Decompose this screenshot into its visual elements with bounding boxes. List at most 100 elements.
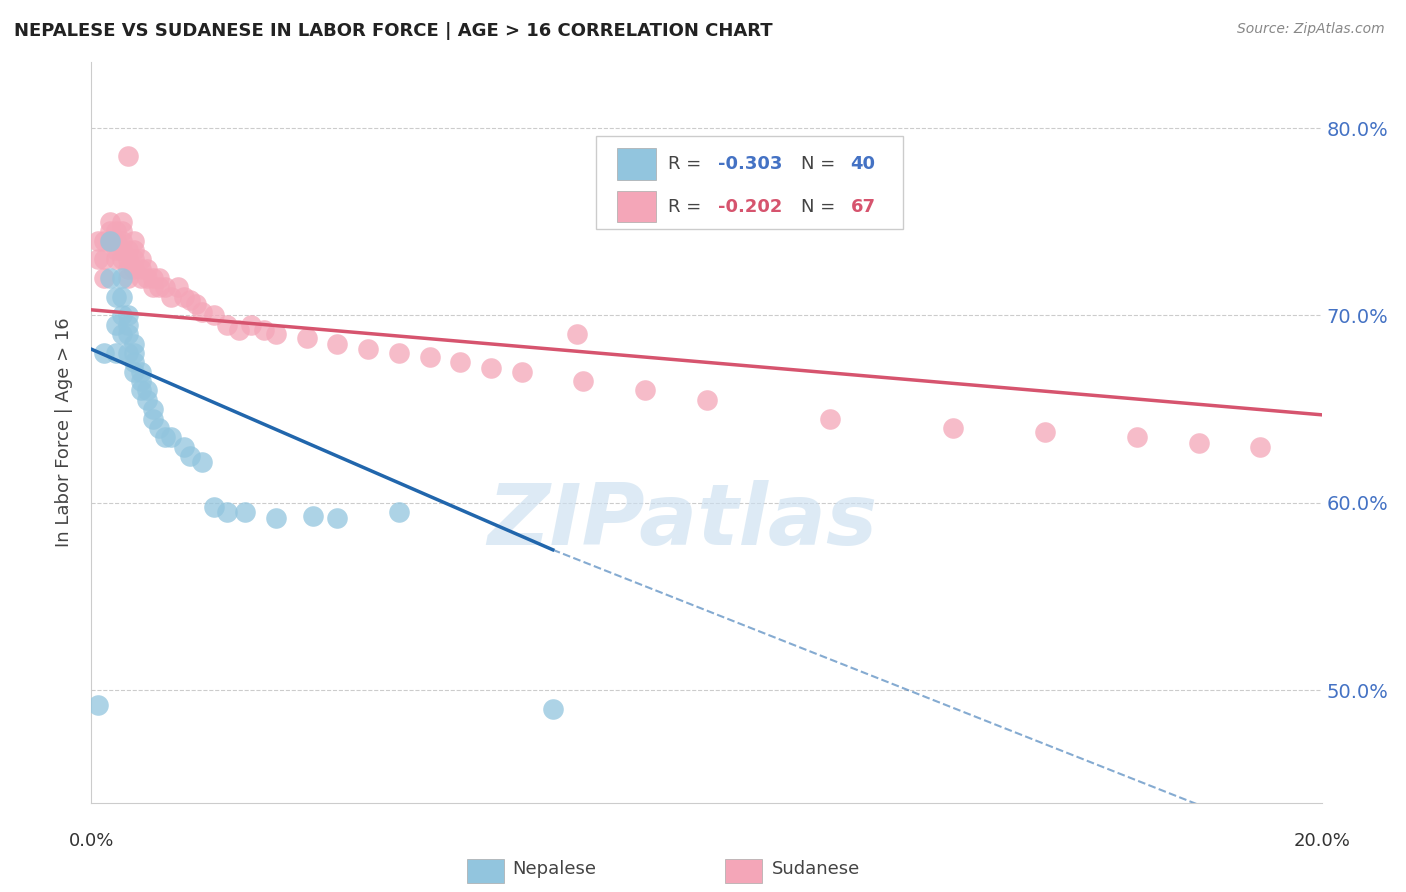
Point	[124, 261, 146, 276]
Point	[142, 280, 165, 294]
Point	[449, 355, 471, 369]
Point	[93, 346, 115, 360]
FancyBboxPatch shape	[596, 136, 903, 229]
FancyBboxPatch shape	[725, 859, 762, 883]
Point	[160, 290, 183, 304]
Point	[215, 318, 238, 332]
Point	[93, 252, 115, 267]
Point	[173, 440, 195, 454]
Point	[1249, 440, 1271, 454]
Point	[942, 421, 965, 435]
Point	[111, 224, 134, 238]
Point	[696, 392, 718, 407]
Point	[191, 455, 214, 469]
Text: R =: R =	[668, 198, 707, 216]
Point	[1126, 430, 1149, 444]
Point	[572, 374, 595, 388]
Point	[215, 505, 238, 519]
Point	[142, 402, 165, 417]
Text: -0.202: -0.202	[717, 198, 782, 216]
Point	[240, 318, 263, 332]
Point	[264, 327, 287, 342]
Point	[510, 365, 533, 379]
Text: N =: N =	[801, 198, 841, 216]
Text: R =: R =	[668, 155, 707, 173]
Point	[105, 234, 127, 248]
Point	[202, 500, 225, 514]
Point	[135, 384, 157, 398]
Point	[326, 511, 349, 525]
Point	[388, 346, 411, 360]
Text: 67: 67	[851, 198, 876, 216]
FancyBboxPatch shape	[617, 148, 657, 179]
Text: -0.303: -0.303	[717, 155, 782, 173]
Point	[117, 149, 139, 163]
Point	[111, 309, 134, 323]
Point	[129, 261, 152, 276]
Point	[191, 304, 214, 318]
Point	[98, 224, 121, 238]
Point	[93, 271, 115, 285]
Point	[98, 234, 121, 248]
Text: N =: N =	[801, 155, 841, 173]
Point	[111, 327, 134, 342]
Point	[264, 511, 287, 525]
Point	[129, 365, 152, 379]
Point	[111, 243, 134, 257]
Point	[98, 234, 121, 248]
Point	[567, 327, 589, 342]
Point	[105, 290, 127, 304]
Point	[1187, 436, 1209, 450]
Point	[124, 336, 146, 351]
Point	[179, 293, 201, 308]
Point	[388, 505, 411, 519]
Point	[326, 336, 349, 351]
Text: Nepalese: Nepalese	[512, 861, 596, 879]
Point	[111, 215, 134, 229]
Point	[124, 234, 146, 248]
Point	[179, 449, 201, 463]
Y-axis label: In Labor Force | Age > 16: In Labor Force | Age > 16	[55, 318, 73, 548]
Point	[142, 271, 165, 285]
Point	[153, 280, 177, 294]
Point	[301, 509, 323, 524]
FancyBboxPatch shape	[617, 191, 657, 222]
Point	[117, 318, 139, 332]
Point	[148, 280, 170, 294]
Point	[634, 384, 657, 398]
Point	[135, 261, 157, 276]
Point	[111, 290, 134, 304]
Point	[253, 323, 276, 337]
Point	[105, 346, 127, 360]
Point	[111, 252, 134, 267]
Point	[1033, 425, 1056, 439]
Point	[173, 290, 195, 304]
Point	[105, 243, 127, 257]
Point	[129, 374, 152, 388]
Point	[98, 215, 121, 229]
Point	[129, 271, 152, 285]
Point	[135, 271, 157, 285]
Point	[295, 331, 318, 345]
Text: 20.0%: 20.0%	[1294, 832, 1350, 850]
Point	[86, 698, 108, 713]
Point	[129, 252, 152, 267]
Point	[184, 297, 207, 311]
Point	[202, 309, 225, 323]
Point	[105, 252, 127, 267]
Point	[117, 252, 139, 267]
Point	[818, 411, 841, 425]
Point	[111, 271, 134, 285]
Text: 40: 40	[851, 155, 876, 173]
Text: NEPALESE VS SUDANESE IN LABOR FORCE | AGE > 16 CORRELATION CHART: NEPALESE VS SUDANESE IN LABOR FORCE | AG…	[14, 22, 773, 40]
Point	[135, 392, 157, 407]
Text: Source: ZipAtlas.com: Source: ZipAtlas.com	[1237, 22, 1385, 37]
Point	[117, 271, 139, 285]
Point	[479, 361, 502, 376]
Point	[124, 252, 146, 267]
Point	[117, 327, 139, 342]
Point	[124, 243, 146, 257]
Point	[86, 252, 108, 267]
Point	[86, 234, 108, 248]
Point	[148, 271, 170, 285]
